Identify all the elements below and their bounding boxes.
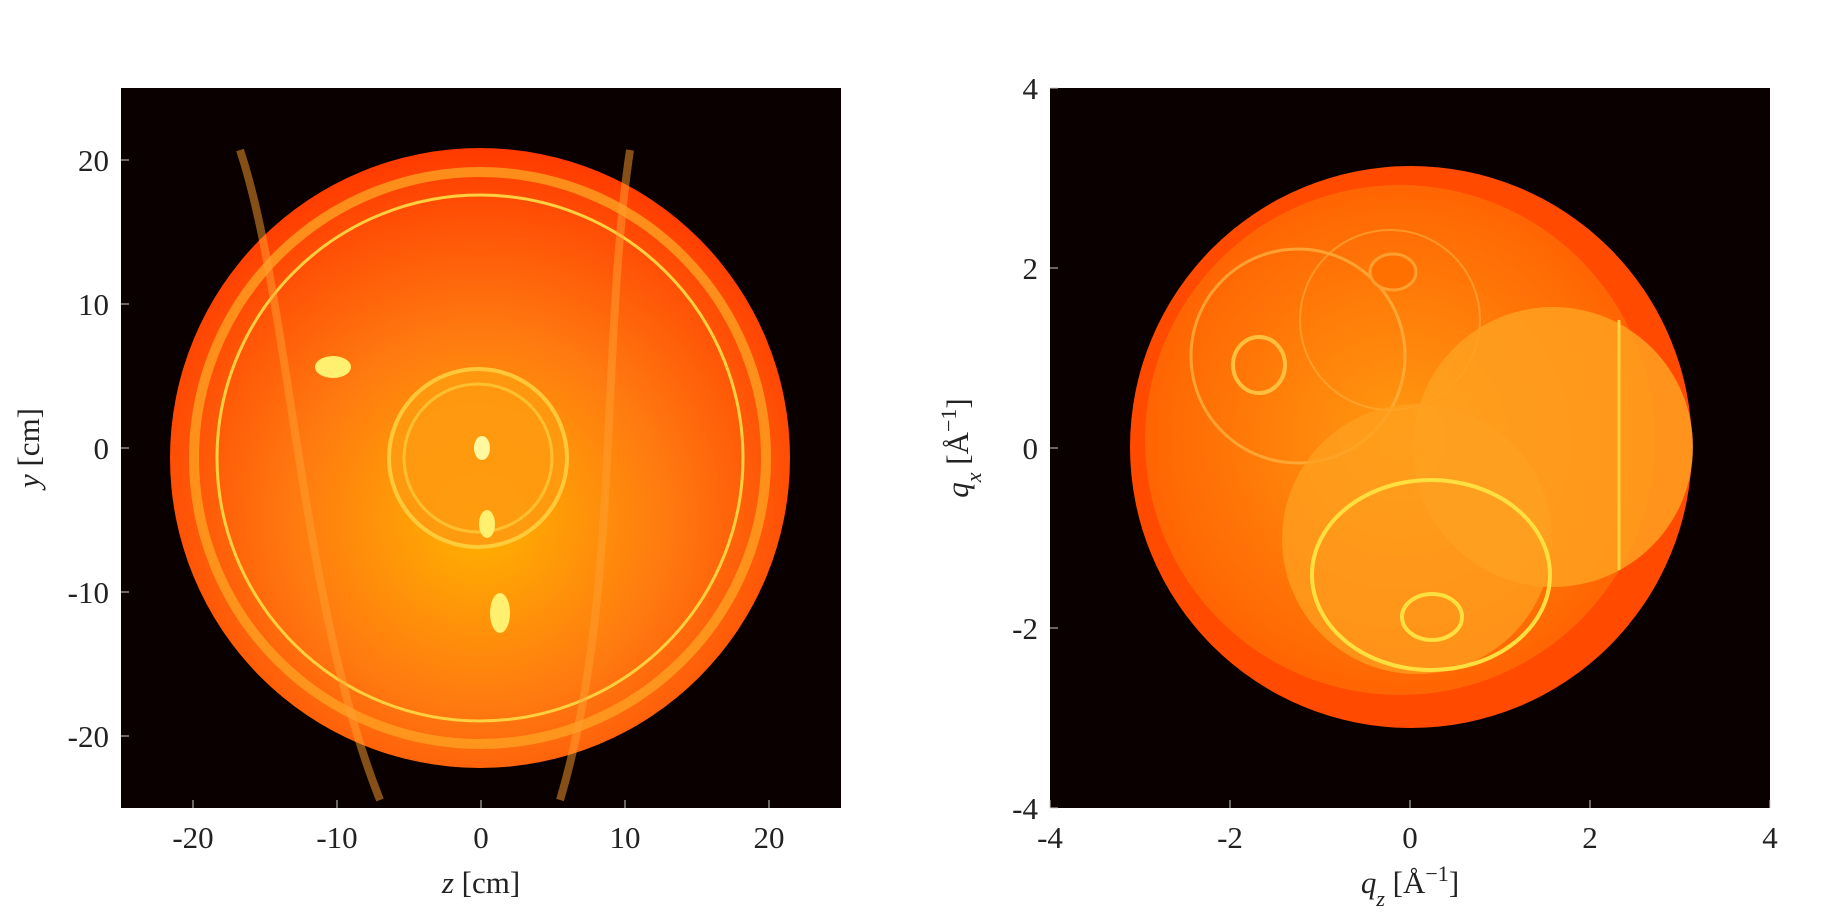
label-part: −1	[936, 409, 961, 432]
label-part: z	[441, 865, 454, 900]
x-tick-label: 0	[1402, 820, 1418, 855]
label-part: y	[11, 474, 46, 491]
y-axis-label: y [cm]	[11, 408, 46, 491]
y-tick-label: -2	[1012, 611, 1038, 646]
y-tick-label: -4	[1012, 791, 1038, 826]
y-tick-label: 4	[1023, 71, 1039, 106]
label-part: q	[1361, 865, 1377, 900]
label-part: x	[961, 472, 986, 483]
y-tick-label: 10	[78, 287, 109, 322]
heatmap-left	[121, 88, 841, 808]
label-part: q	[940, 482, 975, 498]
heatmap-right	[1050, 88, 1770, 808]
x-tick-label: -2	[1217, 820, 1243, 855]
y-tick-label: -10	[68, 575, 109, 610]
x-tick-label: 10	[610, 820, 641, 855]
x-tick-label: -10	[316, 820, 357, 855]
y-tick-label: 0	[1023, 431, 1039, 466]
y-tick-label: 2	[1023, 251, 1039, 286]
y-tick-label: -20	[68, 719, 109, 754]
label-part: ]	[1449, 865, 1459, 900]
label-part: −1	[1425, 861, 1448, 886]
y-axis-label: qx [Å−1]	[936, 398, 986, 497]
x-tick-label: 20	[754, 820, 785, 855]
x-tick-label: 4	[1762, 820, 1778, 855]
y-tick-label: 20	[78, 143, 109, 178]
label-part: [Å	[1385, 865, 1426, 900]
label-part: z	[1375, 886, 1385, 911]
x-tick-label: 2	[1582, 820, 1598, 855]
label-part: [cm]	[11, 408, 46, 474]
x-axis-label: qz [Å−1]	[1361, 861, 1459, 911]
x-tick-label: -4	[1037, 820, 1063, 855]
x-axis-label: z [cm]	[441, 865, 520, 900]
label-part: ]	[940, 398, 975, 408]
y-tick-label: 0	[94, 431, 110, 466]
x-tick-label: 0	[473, 820, 489, 855]
label-part: [Å	[940, 431, 975, 472]
x-tick-label: -20	[172, 820, 213, 855]
label-part: [cm]	[454, 865, 520, 900]
